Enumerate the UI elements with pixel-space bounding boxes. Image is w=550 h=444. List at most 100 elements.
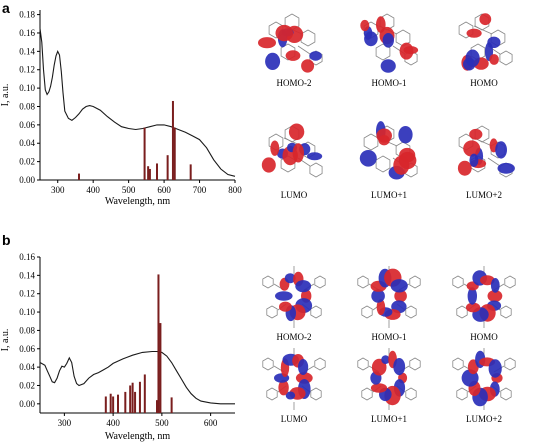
y-tick-label: 0.16	[19, 252, 35, 262]
transition-stick	[173, 127, 176, 180]
orbital-label: LUMO+1	[370, 190, 408, 200]
orbital-label: HOMO-1	[371, 78, 407, 88]
orbital-item: LUMO	[258, 120, 330, 204]
orbital-image	[458, 13, 513, 71]
x-tick-label: 700	[193, 185, 207, 195]
orbital-lobes	[461, 13, 501, 71]
orbital-image	[262, 348, 326, 410]
x-tick-label: 500	[155, 418, 169, 428]
transition-stick	[131, 382, 134, 413]
x-tick-label: 300	[51, 185, 65, 195]
orbital-label: HOMO-2	[276, 332, 312, 342]
orbital-image	[262, 266, 326, 328]
orbital-item: LUMO+2	[448, 120, 520, 204]
x-tick-label: 500	[122, 185, 136, 195]
transition-stick	[156, 400, 158, 413]
y-tick-label: 0.16	[19, 28, 35, 38]
orbital-lobes	[465, 270, 503, 322]
transition-stick	[170, 397, 173, 413]
y-tick-label: 0.04	[19, 362, 35, 372]
orbital-image	[261, 123, 323, 178]
y-tick-label: 0.06	[19, 344, 35, 354]
orbital-lobes	[359, 121, 417, 180]
y-tick-label: 0.00	[19, 399, 35, 409]
y-tick-label: 0.08	[19, 325, 35, 335]
orbital-item: LUMO	[258, 344, 330, 428]
transition-stick	[171, 100, 174, 180]
transition-stick	[112, 396, 115, 413]
orbital-item: LUMO+1	[353, 344, 425, 428]
transition-stick	[148, 168, 151, 180]
y-axis-label: I, a.u.	[0, 329, 11, 352]
y-axis-label: I, a.u.	[0, 84, 11, 107]
x-tick-label: 600	[157, 185, 171, 195]
transition-stick	[117, 394, 119, 413]
y-tick-label: 0.02	[19, 380, 35, 390]
orbital-lobes	[370, 268, 408, 320]
transition-stick	[78, 173, 80, 180]
orbital-label: HOMO	[470, 332, 498, 342]
y-tick-label: 0.10	[19, 83, 35, 93]
orbital-image	[360, 13, 419, 73]
transition-stick	[189, 164, 192, 180]
transition-stick	[143, 127, 146, 180]
orbital-label: HOMO	[470, 78, 498, 88]
transition-stick	[159, 323, 162, 413]
transition-stick	[138, 381, 141, 413]
y-tick-label: 0.14	[19, 46, 35, 56]
orbital-item: HOMO	[448, 262, 520, 346]
orbital-image	[452, 266, 516, 328]
orbital-item: LUMO+2	[448, 344, 520, 428]
y-tick-label: 0.02	[19, 157, 35, 167]
orbital-image	[452, 348, 516, 410]
x-axis-label: Wavelength, nm	[105, 431, 171, 442]
transition-stick	[166, 155, 169, 180]
orbital-image	[258, 13, 323, 73]
y-tick-label: 0.10	[19, 307, 35, 317]
orbital-label: LUMO+2	[465, 190, 503, 200]
orbital-lobes	[461, 350, 503, 407]
panel-letter-b: b	[2, 232, 11, 248]
orbital-lobes	[457, 128, 515, 176]
transition-stick	[157, 274, 160, 413]
absorption-spectrum-line	[39, 350, 235, 405]
x-tick-label: 300	[58, 418, 72, 428]
y-tick-label: 0.12	[19, 289, 35, 299]
orbital-lobes	[258, 24, 322, 73]
spectrum-chart-a: 300 400 500 600 700 800 0.00 0.02 0.04 0.06 0.08 0.…	[0, 10, 242, 207]
orbital-label: LUMO+2	[465, 414, 503, 424]
absorption-spectrum-line	[39, 28, 236, 177]
orbital-label: LUMO+1	[370, 414, 408, 424]
orbital-item: HOMO-1	[353, 262, 425, 346]
y-tick-label: 0.18	[19, 10, 35, 20]
orbital-label: HOMO-1	[371, 332, 407, 342]
orbital-lobes	[360, 16, 419, 73]
x-tick-label: 400	[106, 418, 120, 428]
orbital-item: HOMO-1	[353, 8, 425, 92]
transition-stick	[156, 163, 158, 180]
x-tick-label: 400	[86, 185, 100, 195]
orbital-lobes	[274, 353, 313, 400]
orbital-item: LUMO+1	[353, 120, 425, 204]
transition-stick	[143, 374, 146, 413]
y-tick-label: 0.06	[19, 120, 35, 130]
transition-stick	[104, 396, 107, 413]
orbital-label: LUMO	[280, 414, 308, 424]
orbital-lobes	[370, 350, 408, 406]
orbital-lobes	[261, 123, 323, 173]
y-tick-label: 0.00	[19, 175, 35, 185]
orbital-lobes	[275, 271, 313, 322]
transition-stick	[124, 391, 127, 413]
orbital-image	[457, 125, 515, 178]
orbital-item: HOMO-2	[258, 262, 330, 346]
transition-stick	[147, 166, 150, 180]
orbital-label: HOMO-2	[276, 78, 312, 88]
x-axis-label: Wavelength, nm	[105, 196, 171, 207]
panel-letter-a: a	[2, 0, 10, 16]
orbital-image	[357, 348, 421, 410]
y-tick-label: 0.04	[19, 138, 35, 148]
y-tick-label: 0.12	[19, 65, 35, 75]
transition-stick	[134, 391, 137, 413]
orbital-image	[357, 266, 421, 328]
transition-stick	[129, 385, 132, 413]
